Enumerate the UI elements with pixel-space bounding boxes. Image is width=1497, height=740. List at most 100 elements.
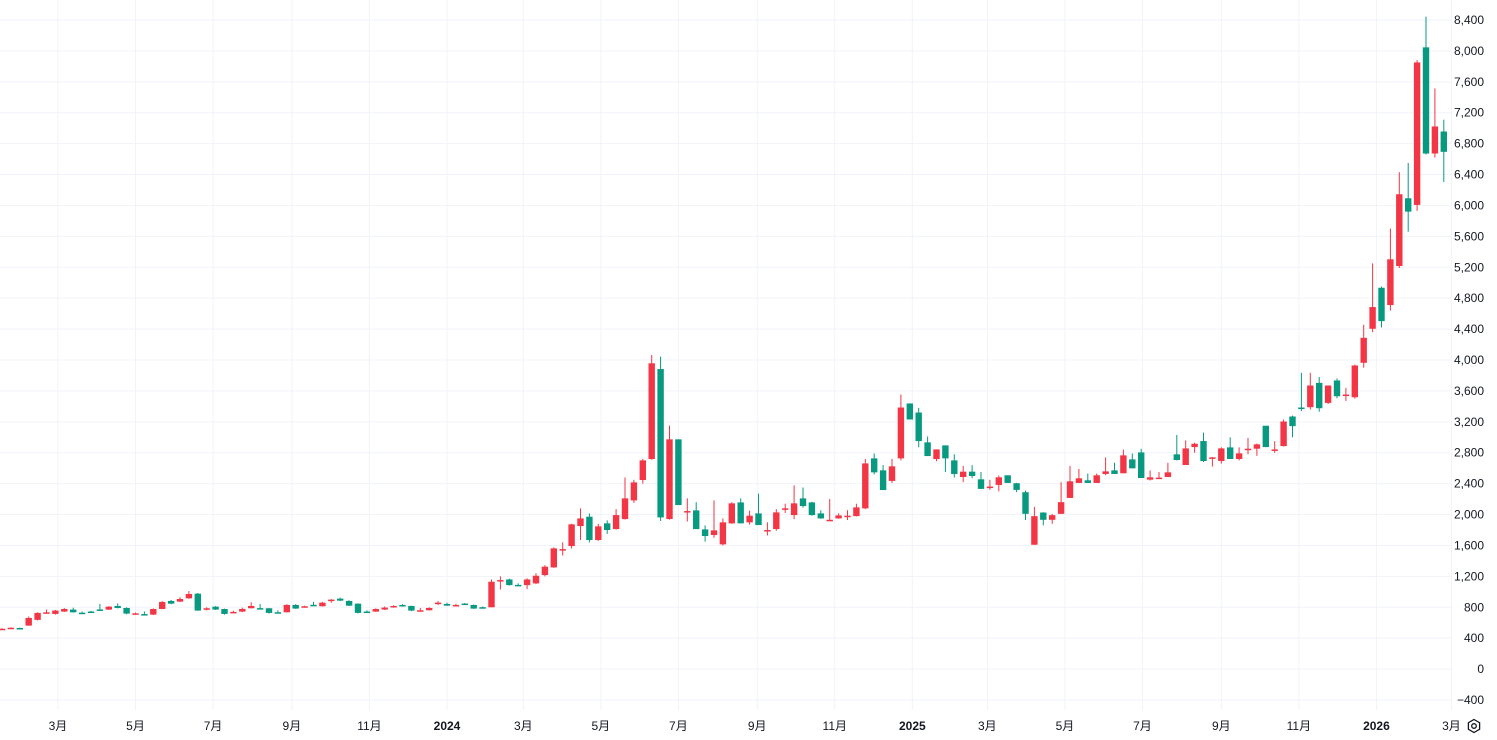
candle — [328, 599, 335, 603]
candle — [728, 502, 735, 524]
candle — [1093, 473, 1100, 483]
candle-body — [1120, 455, 1127, 474]
candle-body — [764, 530, 771, 532]
candle — [915, 407, 922, 448]
candle-body — [194, 593, 201, 611]
candle-body — [559, 549, 566, 551]
candle-body — [443, 603, 451, 606]
candle-body — [737, 502, 744, 524]
price-axis[interactable]: −400 0 400 800 1,200 1,600 2,000 2,400 2,800 3,20… — [1454, 13, 1484, 707]
candle-body — [488, 581, 495, 608]
candle-body — [1316, 382, 1323, 409]
candle-body — [951, 460, 958, 474]
candle — [1289, 415, 1296, 438]
y-tick-label: 4,800 — [1454, 291, 1484, 305]
candle-body — [185, 593, 193, 599]
candle — [1316, 377, 1323, 412]
candle — [52, 609, 59, 615]
settings-icon[interactable] — [1465, 717, 1483, 735]
candle — [1333, 378, 1341, 399]
candle-body — [123, 607, 130, 614]
candle — [1271, 441, 1278, 453]
candle-body — [159, 601, 166, 609]
y-tick-label: 8,400 — [1454, 13, 1484, 27]
candle — [1324, 385, 1332, 405]
x-tick-label: 3月 — [514, 719, 533, 733]
candle-body — [1111, 470, 1118, 474]
candle-body — [808, 502, 816, 516]
candle — [185, 591, 193, 599]
candle — [701, 525, 709, 542]
candle — [497, 576, 504, 590]
candle-body — [693, 510, 700, 530]
candle-body — [1102, 471, 1109, 474]
x-tick-label: 3月 — [1442, 719, 1461, 733]
candle-body — [310, 604, 317, 607]
candle-body — [372, 608, 379, 612]
candle — [1066, 465, 1074, 498]
y-tick-label: 2,400 — [1454, 477, 1484, 491]
candle — [960, 465, 967, 483]
candle-body — [568, 524, 575, 547]
candle — [951, 454, 958, 478]
candle-body — [345, 600, 353, 606]
candle-body — [78, 612, 86, 615]
candle — [132, 612, 139, 615]
candle-body — [390, 605, 397, 608]
candle — [1084, 473, 1091, 483]
candle — [310, 601, 317, 607]
candle — [248, 602, 255, 609]
candle — [479, 606, 486, 609]
candle — [265, 607, 273, 614]
candle — [283, 604, 290, 613]
candle — [1120, 449, 1127, 474]
candle — [1218, 447, 1225, 464]
candle-body — [221, 608, 228, 614]
candle — [675, 439, 682, 506]
candle-body — [1387, 259, 1394, 306]
candle — [942, 445, 949, 473]
candle-body — [114, 605, 121, 608]
candle — [648, 354, 655, 460]
candle — [452, 603, 460, 607]
candle — [693, 502, 700, 530]
candle — [194, 592, 201, 611]
candle-body — [630, 482, 638, 501]
candle — [1013, 482, 1020, 493]
y-tick-label: 3,600 — [1454, 384, 1484, 398]
candle — [221, 608, 228, 615]
candle — [1164, 462, 1172, 477]
x-tick-label: 3月 — [978, 719, 997, 733]
candle-body — [728, 503, 735, 524]
candle-body — [1218, 448, 1225, 461]
candle — [790, 485, 798, 520]
candle-body — [150, 608, 157, 615]
candle-body — [701, 529, 709, 537]
candle-body — [595, 526, 602, 541]
candle — [968, 465, 976, 479]
time-axis[interactable]: 3月 5月 7月 9月 11月 2024 3月 5月 7月 9月 11月 2025 3月 5月 7月 9月 11… — [49, 719, 1461, 733]
candle-body — [1289, 416, 1296, 427]
candle-body — [34, 612, 41, 620]
candle-body — [452, 604, 460, 607]
candle — [1235, 447, 1243, 461]
candle-body — [1351, 365, 1358, 398]
candle — [1173, 434, 1180, 461]
candle-body — [942, 445, 949, 459]
candle-body — [684, 511, 691, 513]
candle-body — [1057, 502, 1065, 514]
x-tick-label: 2026 — [1363, 719, 1390, 733]
candle-body — [1182, 448, 1189, 466]
candle — [274, 610, 282, 614]
candle — [150, 608, 157, 615]
candle — [906, 403, 913, 420]
candle-body — [1004, 475, 1011, 483]
candle-body — [167, 600, 175, 604]
candle-body — [1396, 194, 1403, 267]
candle-body — [968, 471, 976, 476]
candle — [1075, 468, 1083, 483]
candle — [1022, 490, 1029, 520]
candle-body — [960, 471, 967, 477]
y-tick-label: 2,000 — [1454, 508, 1484, 522]
